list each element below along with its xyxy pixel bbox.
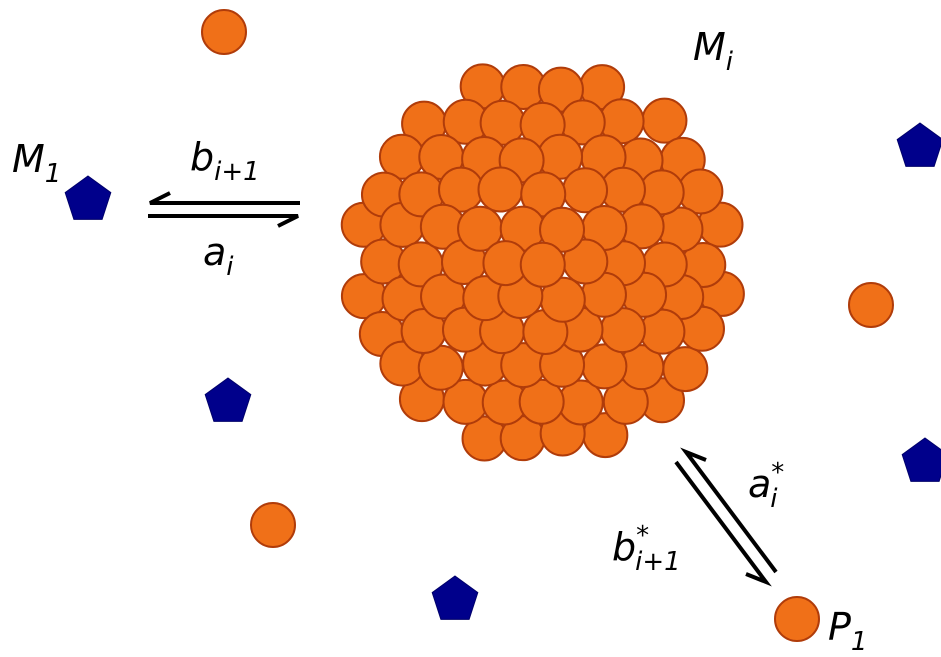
label: bi+1: [190, 135, 260, 187]
arrow: [148, 214, 299, 228]
monomer: [848, 282, 894, 328]
label: M1: [12, 137, 61, 189]
pentagon: [901, 437, 941, 482]
arrow: [680, 447, 778, 574]
particle: [662, 346, 709, 393]
particle: [677, 168, 724, 215]
pentagon: [64, 175, 112, 220]
label: b* i+1: [612, 521, 681, 577]
arrow: [149, 191, 300, 205]
label: P1: [828, 605, 867, 657]
monomer: [250, 502, 296, 548]
cluster: [340, 63, 745, 462]
label: a* i: [748, 458, 784, 514]
pentagons: [64, 122, 941, 620]
particle: [539, 206, 586, 253]
pentagon: [896, 122, 941, 167]
monomer: [201, 9, 247, 55]
monomer: [774, 596, 820, 642]
arrow: [674, 460, 772, 587]
particle: [641, 97, 688, 144]
label: Mi: [693, 25, 734, 77]
label: ai: [203, 230, 234, 282]
pentagon: [431, 575, 479, 620]
particle: [477, 166, 524, 213]
particle: [520, 171, 567, 218]
particle: [518, 378, 565, 425]
particle: [519, 241, 566, 288]
arrows-left: [148, 191, 300, 228]
pentagon: [204, 377, 252, 422]
arrows-right: [674, 447, 778, 587]
